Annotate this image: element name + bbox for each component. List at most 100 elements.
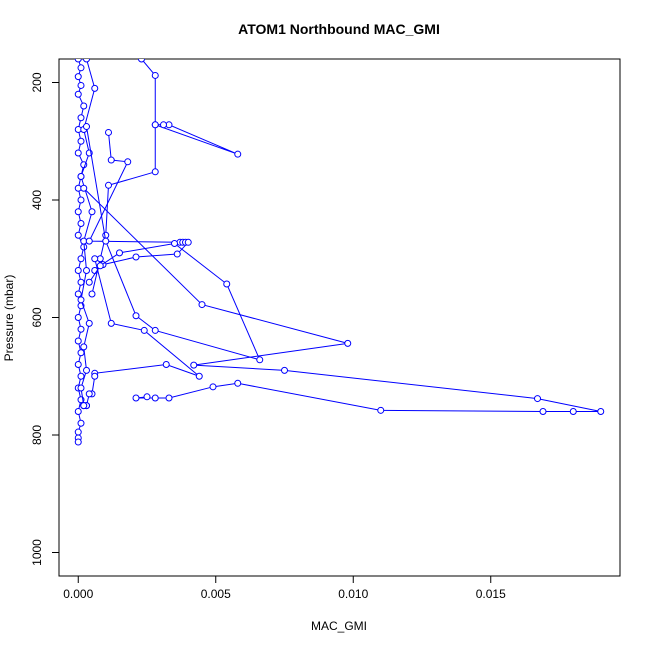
data-point [83,59,90,63]
data-point [77,278,85,286]
data-point [77,173,85,180]
data-point [534,395,541,403]
data-point [85,237,93,245]
y-tick-label: 400 [30,190,44,210]
data-point [74,361,82,368]
data-point [74,314,82,321]
data-point [74,149,82,157]
data-point [74,231,82,239]
data-point [234,150,242,158]
series-layer [74,59,605,446]
data-point [77,114,85,122]
data-point [96,262,104,270]
data-point [74,59,82,63]
data-point [105,128,112,136]
data-point [162,361,170,368]
data-point [165,394,173,402]
data-point [77,220,85,227]
data-point [74,267,82,274]
data-point [77,296,85,304]
x-axis: 0.000 0.005 0.010 0.015 [63,576,506,601]
data-point [539,408,547,415]
data-point [74,90,82,98]
data-point [198,301,206,309]
y-axis-label: Pressure (mbar) [2,275,16,362]
data-point [195,372,203,380]
data-point [151,121,159,129]
chart-title: ATOM1 Northbound MAC_GMI [238,21,440,37]
x-tick-label: 0.010 [338,587,368,601]
data-point [77,137,85,145]
y-axis: 200 400 600 800 1000 [30,72,59,566]
data-point [256,356,264,364]
data-point [83,267,90,274]
data-point [80,184,88,192]
data-point [74,290,82,298]
data-point [74,337,82,345]
data-point [83,366,90,374]
data-point [74,73,82,81]
data-point [77,372,85,380]
data-point [184,238,192,246]
series-6 [80,255,203,410]
data-point [344,339,352,347]
data-point [77,349,85,357]
data-point [171,239,178,247]
data-point [74,438,82,446]
series-5 [80,184,605,415]
data-point [116,249,123,257]
data-point [83,123,90,131]
y-tick-label: 1000 [30,539,44,566]
data-point [140,326,148,334]
series-4 [83,123,264,364]
data-point [74,408,82,415]
data-point [74,428,82,436]
series-line [80,59,96,406]
data-point [151,168,159,176]
data-point [132,312,140,320]
series-1 [77,59,99,410]
data-point [102,237,110,245]
data-point [80,343,88,351]
data-point [77,196,85,204]
series-3 [85,128,192,274]
data-point [85,390,93,398]
data-point [173,250,181,258]
data-point [160,121,167,129]
data-point [77,384,85,392]
series-line [86,126,261,361]
data-point [88,208,96,216]
data-point [107,156,115,164]
data-point [234,379,242,387]
x-tick-label: 0.000 [63,587,93,601]
data-point [91,84,99,92]
data-point [132,253,140,261]
data-point [80,402,88,410]
data-point [107,319,115,327]
data-point [223,280,231,288]
y-tick-label: 800 [30,425,44,445]
data-point [209,383,217,391]
data-point [151,394,159,402]
data-point [85,278,93,286]
data-point [80,102,88,110]
data-point [85,319,93,327]
data-point [74,208,82,216]
x-tick-label: 0.005 [201,587,231,601]
data-point [77,64,85,72]
data-point [143,393,151,401]
data-point [77,81,85,89]
data-point [91,372,99,380]
data-point [91,255,99,263]
data-point [377,406,385,414]
data-point [132,394,140,402]
data-point [151,71,159,79]
data-point [190,361,198,369]
x-axis-label: MAC_GMI [311,619,367,633]
data-point [151,326,159,334]
data-point [281,366,288,374]
data-point [105,181,112,189]
y-tick-label: 600 [30,307,44,327]
data-point [138,59,145,63]
